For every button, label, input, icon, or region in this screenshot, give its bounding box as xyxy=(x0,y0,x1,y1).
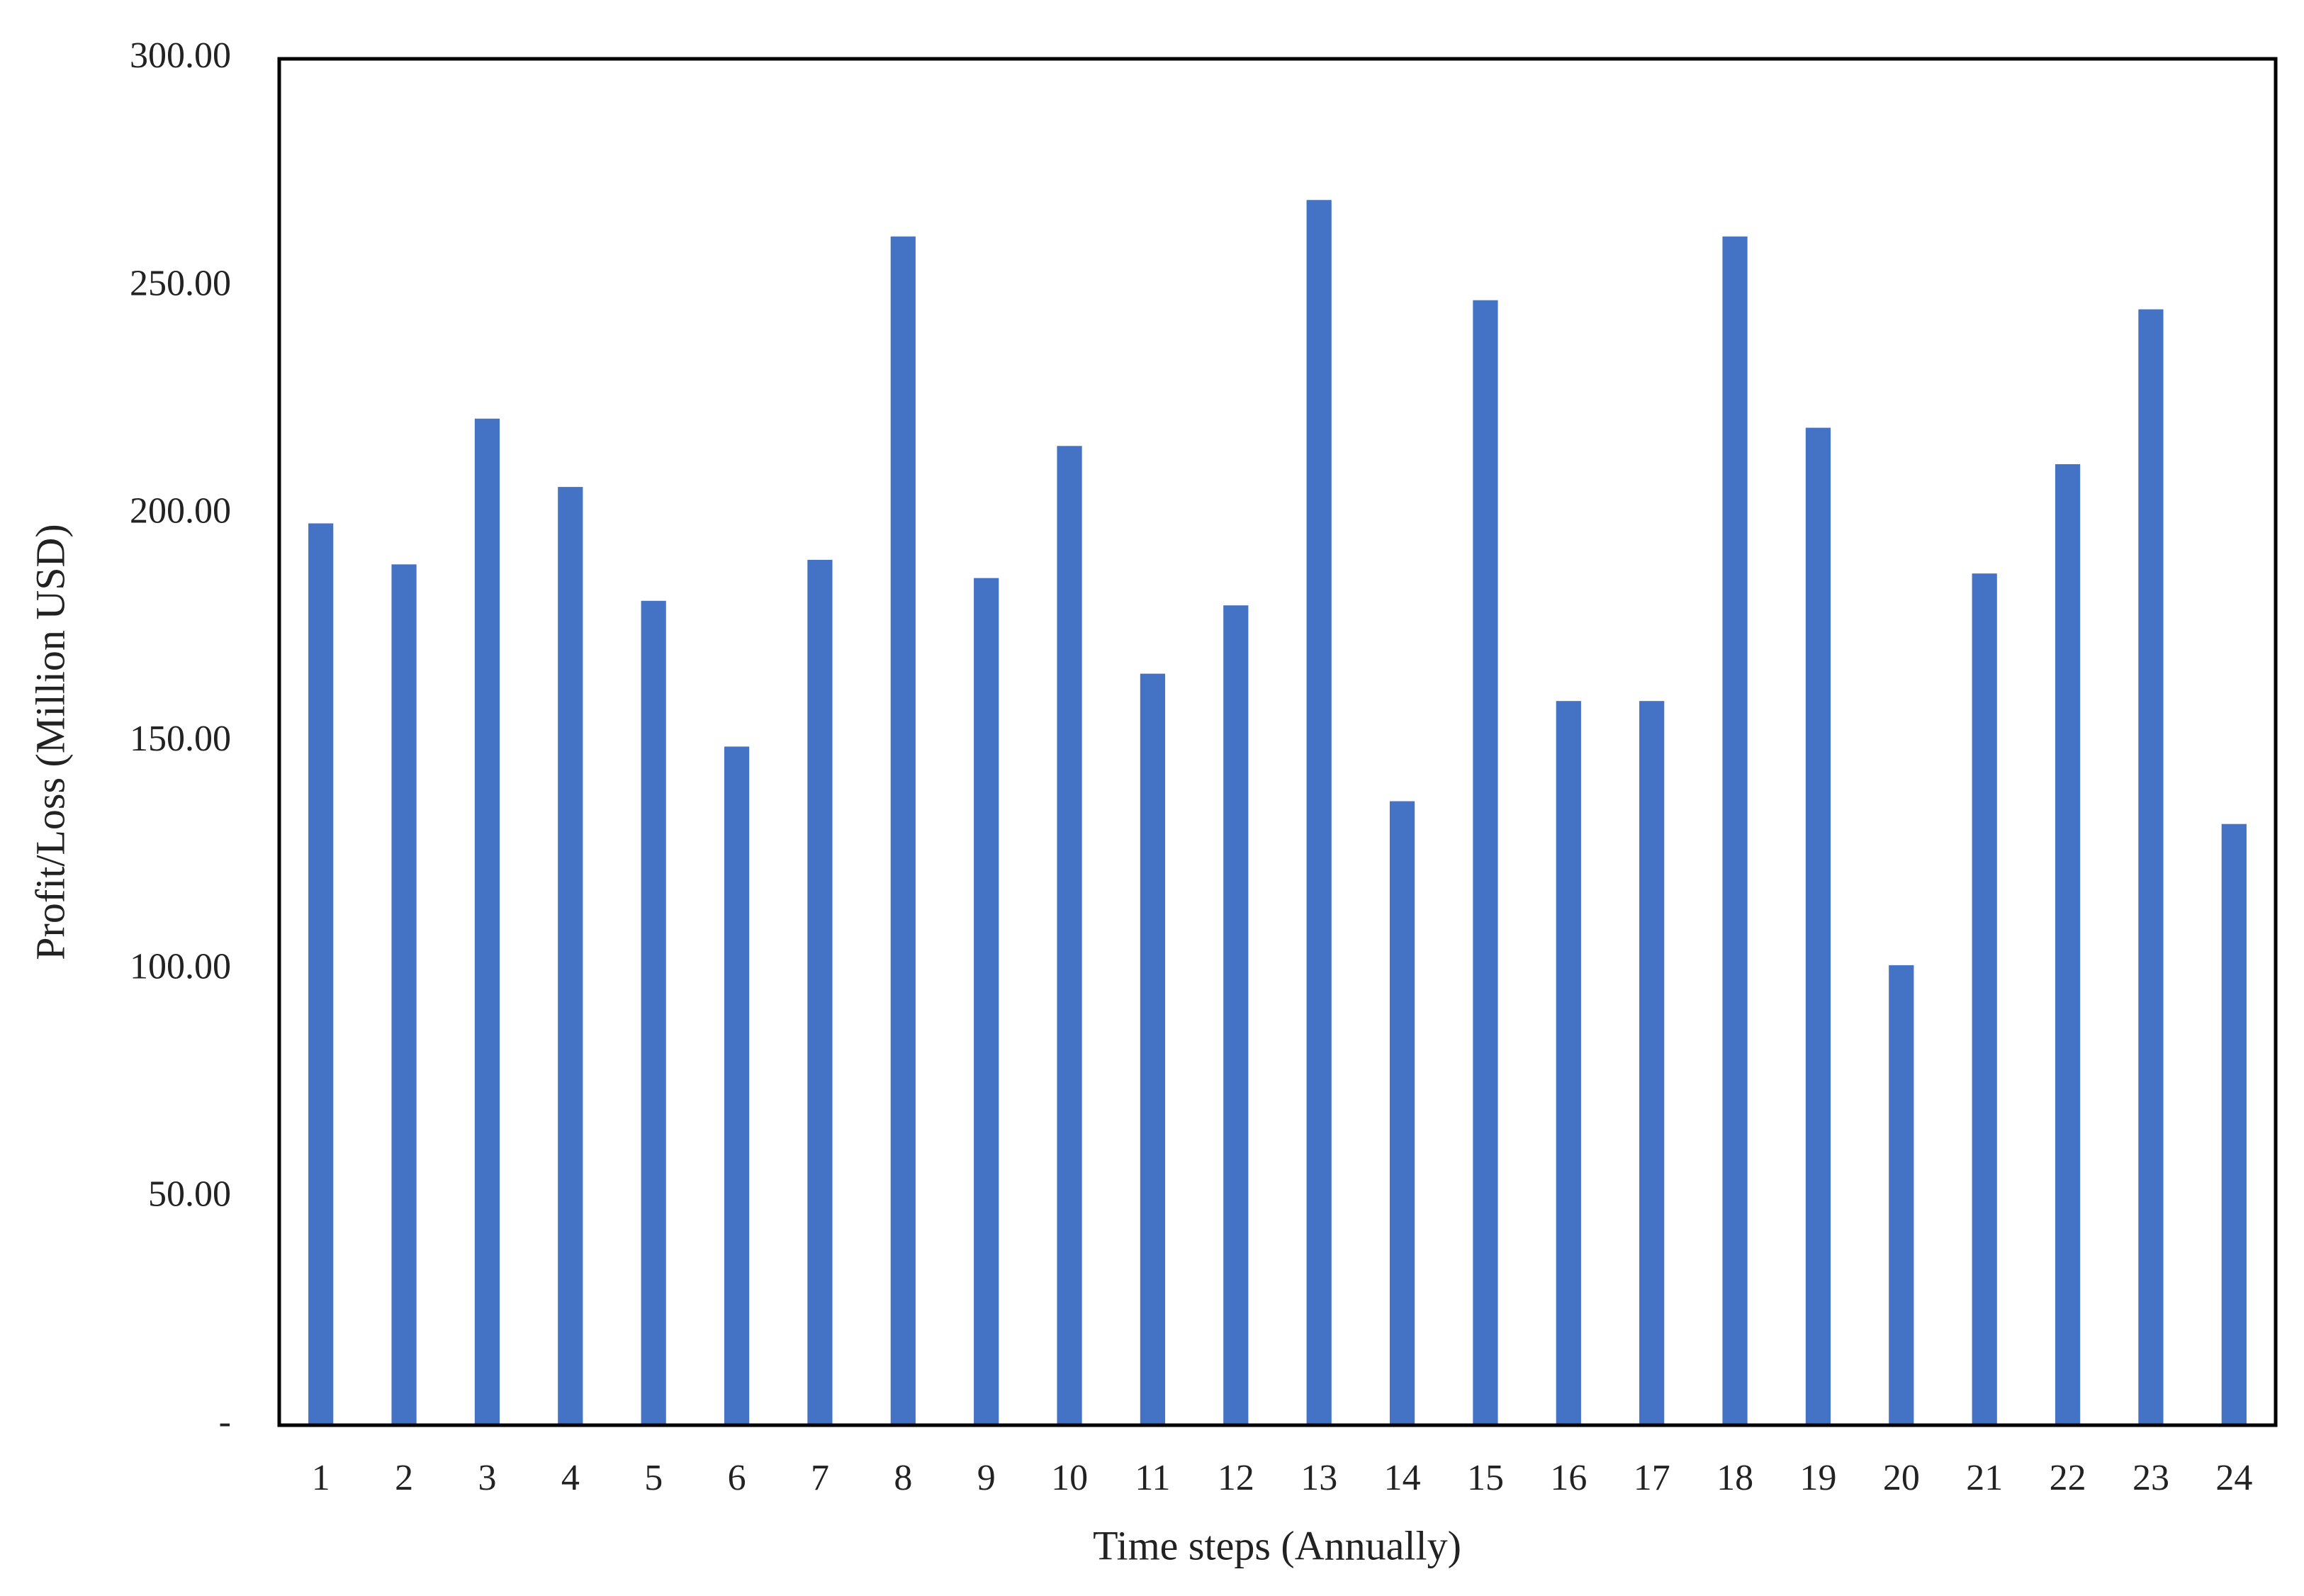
bar xyxy=(558,487,583,1425)
bar xyxy=(641,600,666,1425)
x-tick-label: 11 xyxy=(1135,1458,1170,1498)
x-tick-label: 1 xyxy=(312,1458,330,1498)
bar xyxy=(2221,824,2247,1425)
x-tick-label: 19 xyxy=(1799,1458,1836,1498)
x-tick-label: 9 xyxy=(977,1458,996,1498)
x-tick-label: 5 xyxy=(644,1458,663,1498)
y-tick-label: 200.00 xyxy=(130,491,231,532)
bar xyxy=(1889,965,1914,1425)
bar xyxy=(1057,446,1082,1426)
bar xyxy=(807,559,833,1425)
y-tick-label: 100.00 xyxy=(130,946,231,987)
bar xyxy=(2138,309,2164,1425)
x-tick-label: 10 xyxy=(1051,1458,1088,1498)
x-tick-label: 16 xyxy=(1550,1458,1587,1498)
x-tick-label: 24 xyxy=(2215,1458,2252,1498)
bar xyxy=(1223,605,1249,1426)
bar xyxy=(1389,801,1415,1425)
y-axis-title: Profit/Loss (Million USD) xyxy=(27,524,73,960)
bar xyxy=(1473,300,1498,1426)
x-tick-label: 6 xyxy=(728,1458,746,1498)
x-tick-label: 15 xyxy=(1467,1458,1504,1498)
x-tick-label: 7 xyxy=(811,1458,829,1498)
y-tick-label: - xyxy=(219,1402,231,1442)
y-tick-label: 300.00 xyxy=(130,35,231,76)
bar xyxy=(2055,463,2081,1425)
x-tick-label: 12 xyxy=(1218,1458,1254,1498)
bar xyxy=(1972,573,1997,1425)
bar xyxy=(474,418,500,1425)
plot-frame xyxy=(277,57,2278,1427)
x-tick-label: 14 xyxy=(1384,1458,1421,1498)
bar xyxy=(1639,701,1665,1425)
bar xyxy=(391,564,417,1425)
x-tick-label: 3 xyxy=(478,1458,496,1498)
x-tick-label: 2 xyxy=(395,1458,413,1498)
x-tick-label: 23 xyxy=(2132,1458,2169,1498)
bar xyxy=(1722,236,1748,1425)
bar xyxy=(308,523,334,1425)
bar xyxy=(1556,701,1581,1425)
bar xyxy=(974,578,999,1425)
x-tick-label: 18 xyxy=(1716,1458,1753,1498)
x-tick-label: 13 xyxy=(1300,1458,1337,1498)
bar xyxy=(1306,200,1332,1425)
x-tick-label: 8 xyxy=(894,1458,912,1498)
x-tick-label: 20 xyxy=(1883,1458,1920,1498)
y-tick-label: 250.00 xyxy=(130,263,231,303)
y-tick-label: 150.00 xyxy=(130,719,231,759)
bar xyxy=(1140,673,1166,1425)
bar xyxy=(890,236,916,1425)
x-axis-title: Time steps (Annually) xyxy=(1093,1522,1461,1568)
x-tick-label: 17 xyxy=(1634,1458,1670,1498)
bar xyxy=(724,746,750,1425)
x-tick-label: 4 xyxy=(561,1458,580,1498)
bar xyxy=(1805,427,1831,1425)
x-tick-label: 21 xyxy=(1966,1458,2003,1498)
x-tick-label: 22 xyxy=(2050,1458,2086,1498)
y-tick-label: 50.00 xyxy=(148,1174,231,1215)
